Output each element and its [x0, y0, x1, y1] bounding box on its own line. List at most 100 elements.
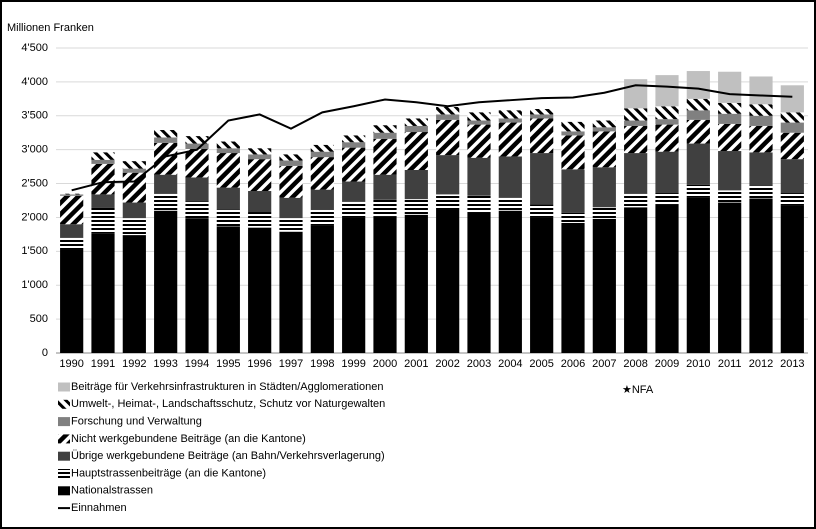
- bar-segment: [404, 214, 428, 353]
- bar-segment: [342, 147, 366, 182]
- bar-segment: [185, 143, 209, 149]
- bar-segment: [592, 127, 616, 132]
- bar-segment: [185, 136, 209, 144]
- bar-segment: [60, 237, 84, 250]
- legend-swatch: [58, 486, 70, 496]
- bar-segment: [780, 112, 804, 123]
- bar-segment: [592, 207, 616, 219]
- bar-segment: [216, 153, 240, 188]
- legend-swatch: [58, 469, 70, 478]
- bar-segment: [185, 148, 209, 178]
- x-tick-label: 2002: [435, 358, 459, 370]
- bar-segment: [498, 210, 522, 353]
- bar-segment: [467, 112, 491, 121]
- bar-segment: [561, 222, 585, 353]
- x-tick-label: 1990: [59, 358, 83, 370]
- bar-segment: [216, 209, 240, 227]
- bar-segment: [404, 125, 428, 133]
- y-tick-label: 2'500: [21, 177, 48, 189]
- bar-segment: [216, 148, 240, 154]
- bar-segment: [436, 114, 460, 120]
- bar-segment: [436, 119, 460, 156]
- bar-segment: [373, 216, 397, 353]
- x-tick-label: 2013: [780, 358, 804, 370]
- bar-segment: [686, 119, 710, 144]
- bar-segment: [530, 118, 554, 154]
- bar-segment: [91, 207, 115, 234]
- bar-segment: [624, 120, 648, 126]
- x-tick-label: 2010: [686, 358, 710, 370]
- y-tick-label: 4'000: [21, 76, 48, 88]
- bar-segment: [655, 204, 679, 353]
- bar-segment: [154, 193, 178, 211]
- bar-segment: [60, 195, 84, 225]
- bar-segment: [60, 194, 84, 196]
- y-tick-label: 1'500: [21, 245, 48, 257]
- bar-segment: [310, 189, 334, 210]
- bar-segment: [718, 71, 742, 103]
- bar-segment: [436, 106, 460, 115]
- legend-label: Hauptstrassenbeiträge (an die Kantone): [71, 467, 266, 479]
- bar-segment: [624, 207, 648, 353]
- bar-segment: [122, 218, 146, 236]
- bar-segment: [373, 132, 397, 139]
- bar-segment: [686, 184, 710, 198]
- bar-segment: [216, 226, 240, 353]
- bar-segment: [310, 144, 334, 152]
- bar-segment: [310, 151, 334, 158]
- bar-segment: [655, 75, 679, 107]
- bar-segment: [91, 159, 115, 164]
- legend-label: Nationalstrassen: [71, 485, 153, 497]
- x-tick-label: 2007: [592, 358, 616, 370]
- bar-segment: [279, 231, 303, 353]
- bar-segment: [467, 124, 491, 158]
- bar-segment: [373, 174, 397, 200]
- bar-segment: [467, 212, 491, 353]
- bar-segment: [248, 227, 272, 353]
- bar-segment: [154, 130, 178, 138]
- bar-segment: [279, 160, 303, 166]
- bar-segment: [373, 138, 397, 175]
- bar-segment: [530, 217, 554, 353]
- bar-segment: [60, 193, 84, 195]
- y-tick-label: 3'000: [21, 144, 48, 156]
- x-tick-label: 1993: [153, 358, 177, 370]
- bar-segment: [749, 198, 773, 353]
- bar-segment: [749, 125, 773, 153]
- bar-segment: [718, 151, 742, 191]
- bar-segment: [216, 187, 240, 210]
- bar-segment: [91, 152, 115, 160]
- legend-swatch: [58, 451, 70, 461]
- bar-segment: [655, 151, 679, 194]
- bar-segment: [467, 195, 491, 213]
- bar-segment: [404, 199, 428, 215]
- annotation: ★NFA: [622, 384, 654, 396]
- x-tick-label: 1997: [279, 358, 303, 370]
- x-tick-label: 2006: [561, 358, 585, 370]
- bar-segment: [248, 212, 272, 228]
- x-tick-label: 2004: [498, 358, 522, 370]
- legend-label: Forschung und Verwaltung: [71, 416, 202, 428]
- bar-segment: [718, 113, 742, 124]
- x-tick-label: 1996: [247, 358, 271, 370]
- bar-segment: [122, 235, 146, 353]
- bar-segment: [530, 153, 554, 205]
- bar-segment: [780, 122, 804, 133]
- legend-swatch: [58, 417, 70, 427]
- bar-segment: [310, 209, 334, 226]
- bar-segment: [91, 163, 115, 195]
- x-tick-label: 2003: [467, 358, 491, 370]
- bar-segment: [279, 165, 303, 198]
- bar-segment: [749, 104, 773, 116]
- axis-title: Millionen Franken: [7, 22, 94, 34]
- legend-swatch: [58, 434, 70, 444]
- bar-segment: [498, 118, 522, 123]
- x-tick-label: 2005: [529, 358, 553, 370]
- y-tick-label: 0: [42, 347, 48, 359]
- bar-segment: [404, 132, 428, 170]
- bar-segment: [91, 233, 115, 353]
- bar-segment: [373, 199, 397, 217]
- x-tick-label: 1998: [310, 358, 334, 370]
- bar-segment: [718, 190, 742, 203]
- bar-segment: [154, 142, 178, 175]
